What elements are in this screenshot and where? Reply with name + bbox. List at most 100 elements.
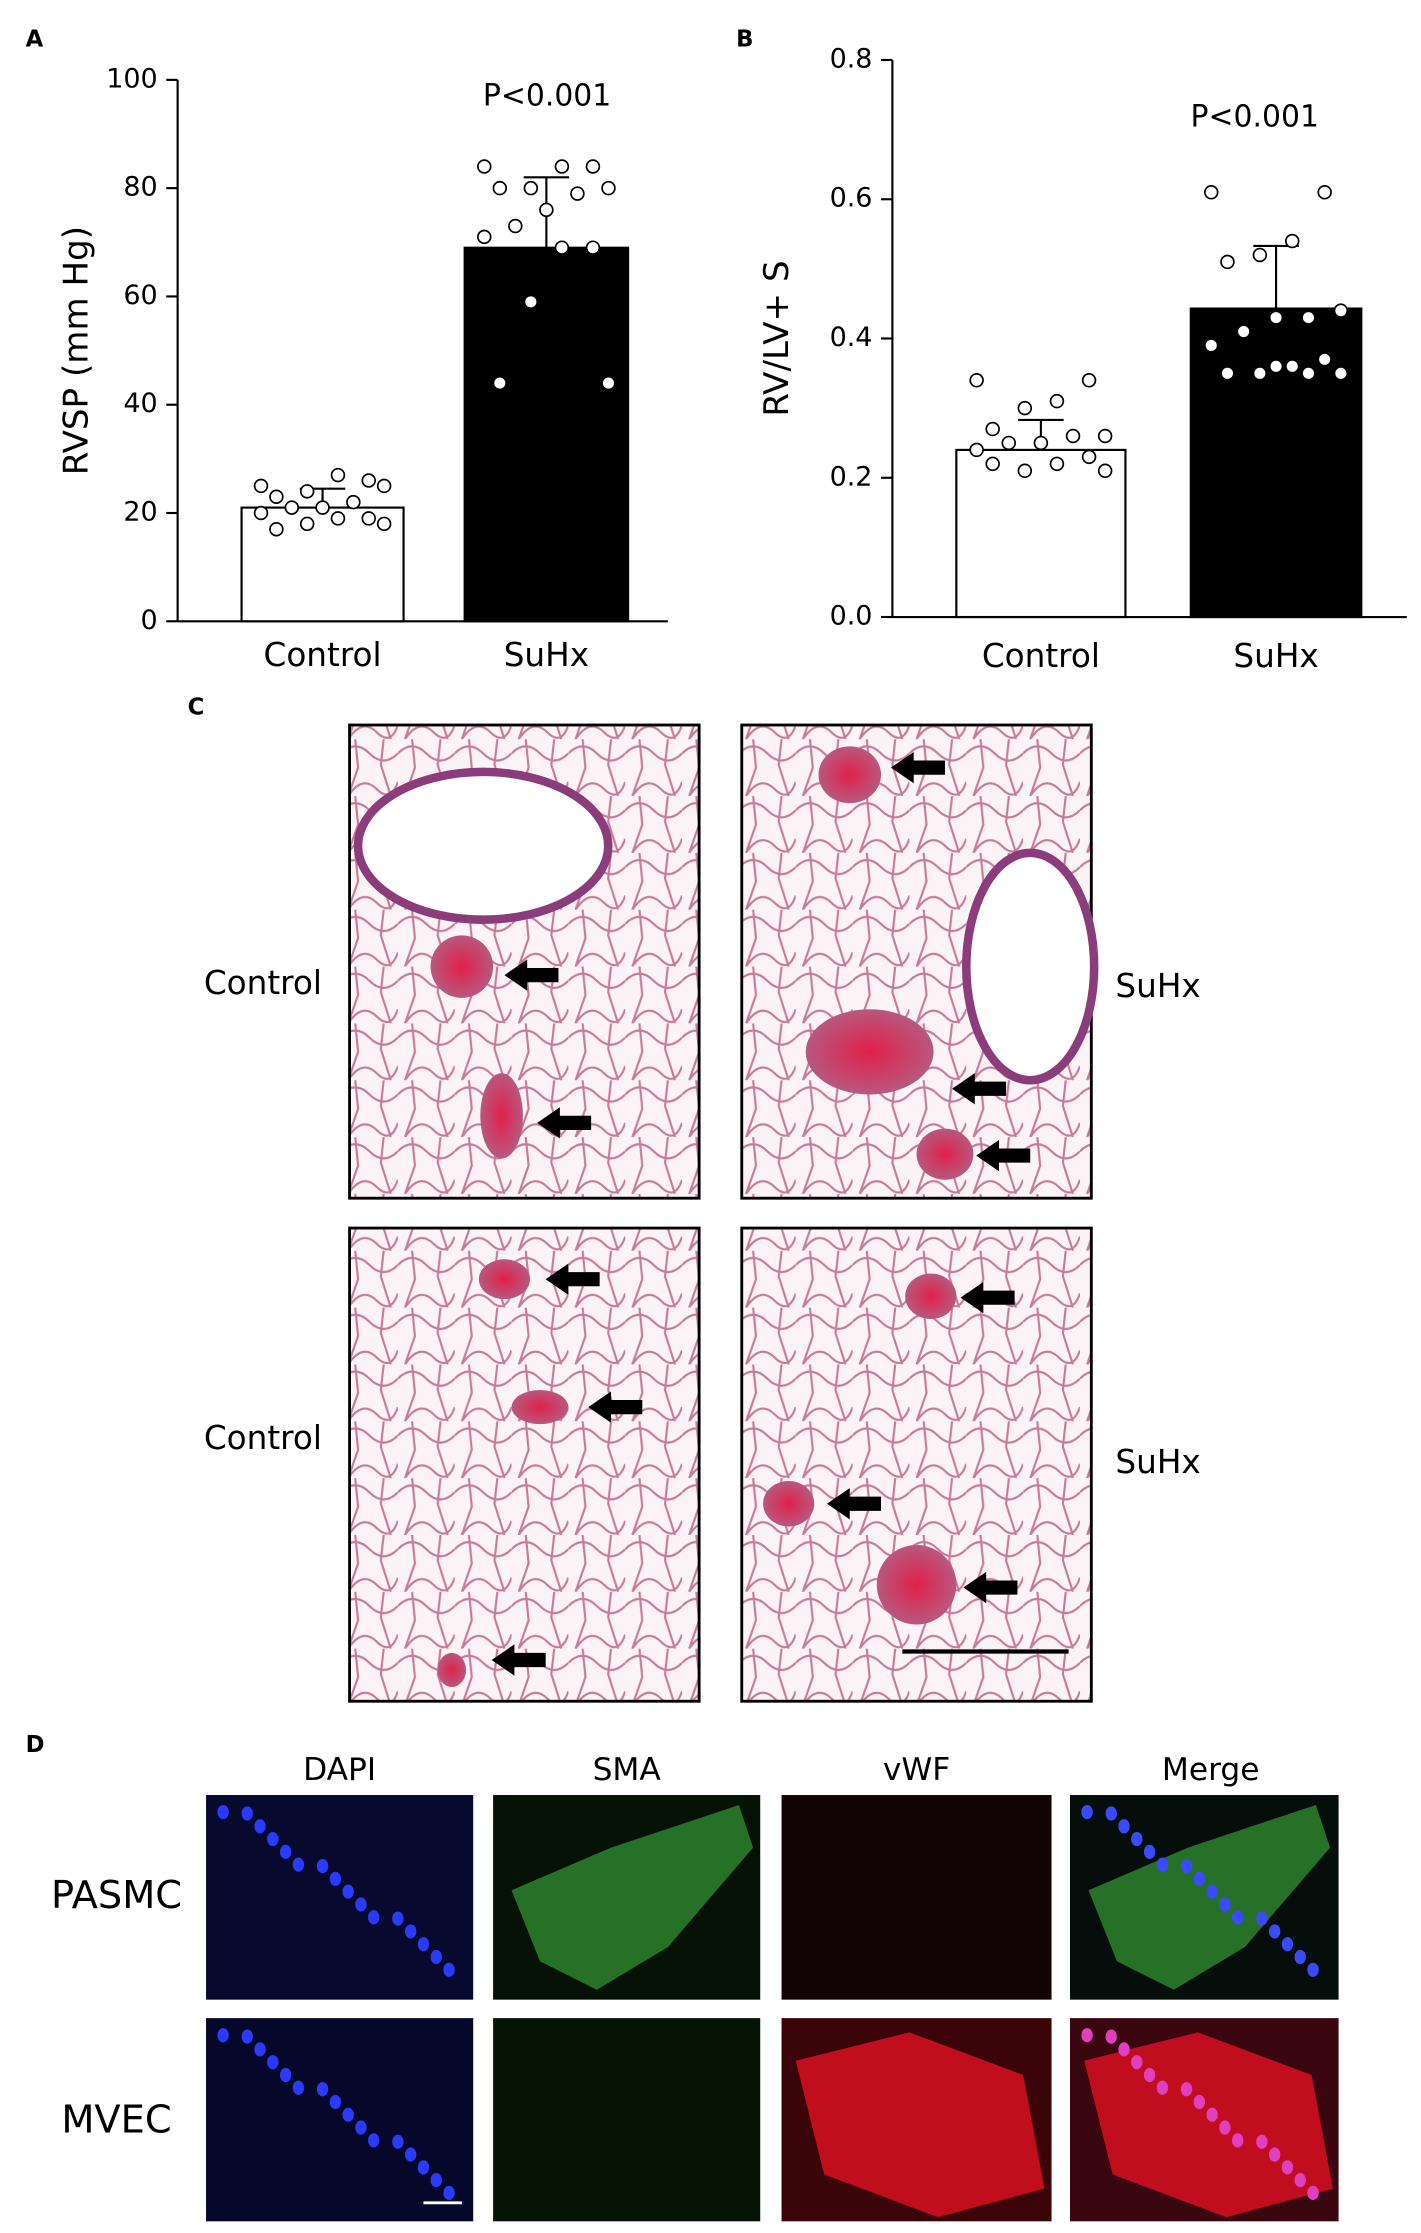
nucleus <box>1256 2134 1268 2149</box>
airway <box>962 848 1099 1085</box>
nucleus <box>1294 1949 1306 1965</box>
data-point <box>1065 428 1081 444</box>
image-label: Control <box>204 1419 322 1457</box>
y-axis-label: RVSP (mm Hg) <box>57 226 97 475</box>
nucleus <box>342 2107 354 2122</box>
vessel <box>916 1128 974 1180</box>
vessel <box>905 1273 957 1319</box>
bar <box>1189 307 1363 619</box>
nucleus <box>430 1949 442 1965</box>
data-point <box>985 456 1000 472</box>
nucleus <box>417 1937 430 1952</box>
nucleus <box>1281 1937 1294 1952</box>
nucleus <box>342 1884 354 1899</box>
micrograph <box>781 1795 1052 2000</box>
data-point <box>585 159 601 174</box>
nucleus <box>267 2055 279 2070</box>
data-point <box>477 229 492 245</box>
y-tick-label: 80 <box>123 172 157 203</box>
arrow <box>504 959 559 991</box>
data-point <box>1268 359 1284 374</box>
micrograph <box>206 1795 474 2000</box>
data-point <box>1285 233 1300 249</box>
nucleus <box>1105 2029 1117 2044</box>
data-point <box>1033 435 1049 451</box>
image-label: SuHx <box>1115 1443 1200 1481</box>
image-label: Control <box>204 964 322 1002</box>
nucleus <box>1307 1962 1319 1977</box>
vessel <box>478 1259 531 1300</box>
data-point <box>1236 324 1251 339</box>
data-point <box>1081 373 1097 388</box>
nucleus <box>417 2160 430 2175</box>
panel-label: D <box>26 1732 45 1758</box>
data-point <box>969 442 984 458</box>
nucleus <box>1268 2147 1281 2162</box>
nucleus <box>1219 2120 1231 2135</box>
nucleus <box>329 1871 342 1886</box>
vessel <box>480 1073 523 1159</box>
nucleus <box>1232 2133 1244 2148</box>
nucleus <box>430 2173 442 2188</box>
nucleus <box>404 2147 417 2162</box>
data-point <box>601 180 616 196</box>
vessel <box>430 935 494 998</box>
data-point <box>346 494 361 510</box>
nucleus <box>254 2042 266 2057</box>
bar <box>955 448 1127 619</box>
data-point <box>1204 338 1219 353</box>
data-point <box>1317 352 1332 367</box>
vessel <box>763 1480 815 1527</box>
nucleus <box>1193 2094 1206 2110</box>
arrow <box>537 1107 592 1139</box>
nucleus <box>1206 2107 1218 2122</box>
nucleus <box>1206 1884 1218 1899</box>
data-point <box>361 511 376 526</box>
nucleus <box>329 2094 342 2110</box>
nucleus <box>1180 1858 1193 1874</box>
fluorescence-panel <box>206 1795 1339 2222</box>
data-point <box>1268 310 1284 325</box>
data-point <box>376 478 392 494</box>
nucleus <box>279 1844 292 1859</box>
data-point <box>570 186 585 201</box>
micrograph <box>493 2018 761 2222</box>
data-point <box>1285 359 1300 374</box>
data-point <box>1220 254 1235 270</box>
nucleus <box>1232 1910 1244 1925</box>
arrow <box>491 1644 546 1676</box>
nucleus <box>267 1831 279 1847</box>
data-point <box>539 202 554 218</box>
data-point <box>492 180 508 196</box>
nucleus <box>254 1819 266 1834</box>
y-tick-label: 0.4 <box>830 322 873 353</box>
nucleus <box>1219 1897 1231 1912</box>
y-tick-label: 60 <box>123 280 157 311</box>
data-point <box>269 489 284 505</box>
nucleus <box>1156 2080 1169 2095</box>
airway <box>353 767 613 924</box>
nucleus <box>1281 2160 1294 2175</box>
nucleus <box>241 1806 253 1821</box>
y-axis-label: RV/LV+ S <box>757 260 797 416</box>
nucleus <box>241 2029 253 2044</box>
data-point <box>330 511 346 526</box>
nucleus <box>443 2185 455 2201</box>
nucleus <box>1105 1806 1117 1821</box>
column-label: Merge <box>1162 1752 1260 1788</box>
nucleus <box>1131 2055 1143 2070</box>
nucleus <box>404 1924 417 1939</box>
nucleus <box>1193 1871 1206 1886</box>
nucleus <box>279 2067 292 2083</box>
data-point <box>1333 366 1349 381</box>
data-point <box>1049 393 1065 409</box>
nucleus <box>316 2082 329 2097</box>
data-point <box>299 484 315 499</box>
data-point <box>554 159 570 174</box>
row-label: MVEC <box>61 2097 171 2142</box>
data-point <box>1252 366 1268 381</box>
vessel <box>437 1652 467 1688</box>
data-point <box>1204 185 1219 200</box>
nucleus <box>1268 1924 1281 1939</box>
nucleus <box>1180 2082 1193 2097</box>
